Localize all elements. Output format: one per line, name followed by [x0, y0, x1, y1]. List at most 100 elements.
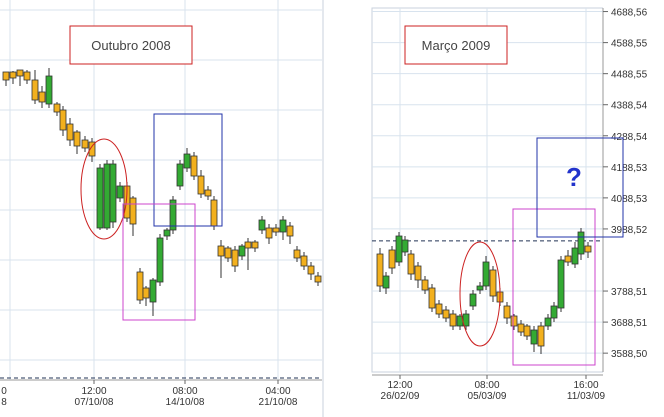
right-chart-title: Março 2009: [422, 38, 491, 53]
right-y-axis-band: [603, 0, 664, 417]
candle-body: [428, 287, 436, 309]
candle-body: [550, 305, 558, 319]
annotation-box-magenta: [122, 203, 196, 321]
x-tick-label: 16:00: [573, 380, 598, 391]
candle-body: [300, 255, 308, 267]
candle-body: [407, 253, 415, 275]
y-tick-label: 3788,51: [611, 287, 648, 298]
y-tick-label: 3988,52: [611, 225, 648, 236]
left-title-box: [69, 25, 193, 65]
candle-body: [503, 305, 511, 319]
candle-body: [442, 309, 450, 319]
candle-body: [395, 235, 403, 263]
x-tick-label: 12:00: [81, 386, 106, 397]
candle-body: [258, 219, 266, 231]
annotation-ellipse: [459, 241, 501, 347]
left-x-axis-band: [0, 380, 322, 417]
candle-body: [190, 155, 198, 177]
candle-body: [307, 265, 315, 275]
candle-body: [557, 259, 565, 309]
candle-body: [81, 139, 89, 149]
x-tick-label: 21/10/08: [259, 397, 298, 408]
left-chart-title: Outubro 2008: [91, 38, 171, 53]
candle-body: [156, 237, 164, 283]
annotation-box-magenta: [512, 208, 596, 366]
candle-body: [293, 249, 301, 259]
candle-body: [149, 279, 157, 303]
candle-body: [217, 245, 225, 257]
candle-body: [537, 325, 545, 347]
candle-body: [163, 229, 171, 237]
candle-body: [435, 303, 443, 315]
candle-body: [449, 313, 457, 327]
candle-body: [9, 71, 17, 79]
candle-body: [564, 255, 572, 263]
candle-body: [544, 317, 552, 327]
candle-body: [116, 185, 124, 199]
candle-body: [251, 241, 259, 249]
annotation-box-blue: [153, 113, 223, 227]
y-tick-label: 4388,54: [611, 101, 648, 112]
candle-body: [382, 275, 390, 289]
candle-body: [38, 91, 46, 103]
y-tick-label: 4688,56: [611, 8, 648, 19]
y-tick-label: 4188,53: [611, 163, 648, 174]
candle-body: [96, 167, 104, 229]
candle-body: [224, 247, 232, 259]
x-tick-label: 11/03/09: [567, 391, 606, 402]
candle-body: [265, 227, 273, 239]
candle-body: [489, 269, 497, 297]
x-tick-label: 08:00: [172, 386, 197, 397]
candle-body: [136, 271, 144, 301]
x-tick-label-partial: 0: [1, 386, 7, 397]
y-tick-label: 4288,54: [611, 132, 648, 143]
right-chart-candles: ?: [376, 137, 624, 366]
candle-body: [129, 197, 137, 225]
left-chart-candles: [2, 68, 322, 321]
candle-body: [142, 287, 150, 299]
candle-body: [414, 265, 422, 281]
candle-body: [231, 249, 239, 267]
candle-body: [204, 189, 212, 197]
candle-body: [584, 245, 592, 253]
candle-body: [45, 75, 53, 105]
right-chart-grid: [372, 8, 603, 372]
annotation-box-blue: [536, 137, 624, 238]
y-tick-label: 3588,50: [611, 349, 648, 360]
candle-body: [59, 109, 67, 131]
candle-body: [88, 141, 96, 157]
candle-body: [176, 163, 184, 187]
y-tick-label: 4588,55: [611, 39, 648, 50]
candle-body: [279, 219, 287, 233]
candle-body: [244, 241, 252, 249]
candle-body: [31, 79, 39, 101]
y-tick-label: 3688,51: [611, 318, 648, 329]
candle-body: [238, 245, 246, 257]
candle-body: [530, 329, 538, 345]
x-tick-label: 07/10/08: [75, 397, 114, 408]
candle-body: [476, 285, 484, 291]
candle-body: [210, 199, 218, 227]
x-tick-label: 14/10/08: [166, 397, 205, 408]
x-tick-label-partial: 8: [1, 397, 7, 408]
candle-body: [183, 153, 191, 169]
candle-body: [272, 227, 280, 233]
candle-body: [314, 275, 322, 283]
x-tick-label: 26/02/09: [381, 391, 420, 402]
y-tick-label: 4488,55: [611, 70, 648, 81]
candle-body: [482, 261, 490, 287]
candle-body: [103, 163, 111, 229]
question-mark-annotation: ?: [566, 162, 582, 192]
y-tick-label: 4088,53: [611, 194, 648, 205]
candle-body: [286, 225, 294, 237]
candle-body: [376, 253, 384, 287]
x-tick-label: 12:00: [387, 380, 412, 391]
x-tick-label: 05/03/09: [468, 391, 507, 402]
candle-body: [197, 175, 205, 195]
candle-body: [469, 293, 477, 307]
candle-body: [73, 131, 81, 147]
candle-body: [517, 323, 525, 333]
x-tick-label: 04:00: [265, 386, 290, 397]
candle-body: [571, 247, 579, 265]
